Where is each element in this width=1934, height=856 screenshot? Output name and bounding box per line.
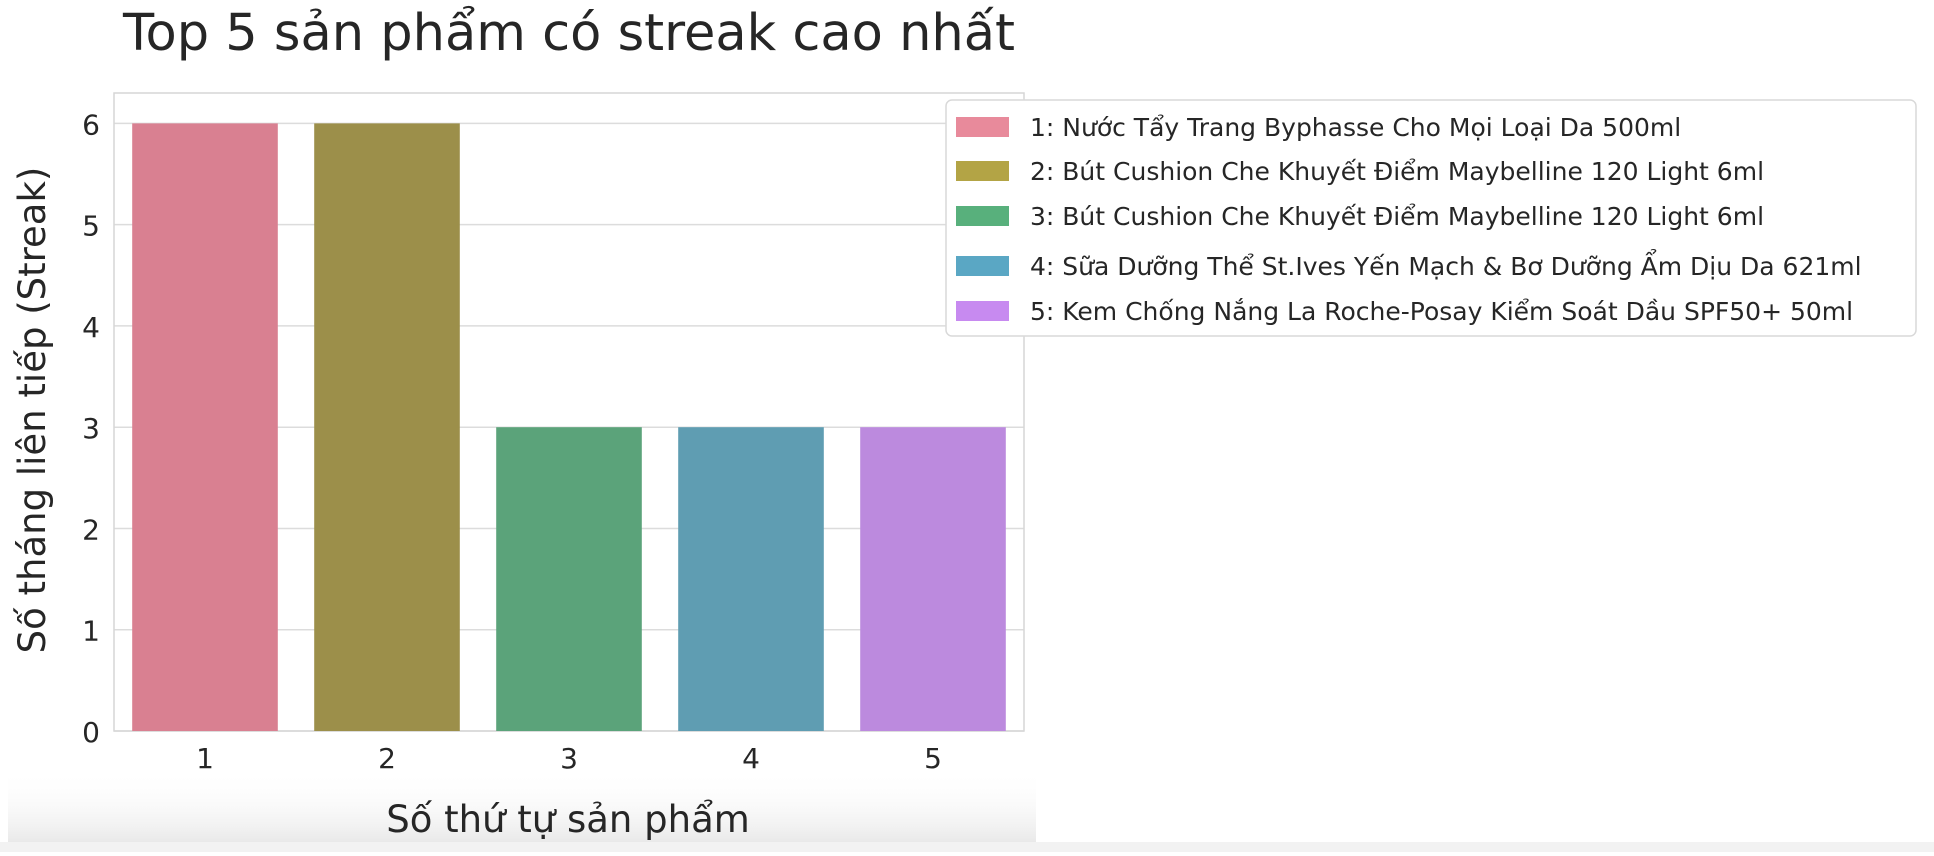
legend-swatch xyxy=(956,256,1009,276)
x-tick-label: 3 xyxy=(560,742,578,775)
y-tick-label: 1 xyxy=(82,615,100,648)
bar-5 xyxy=(860,427,1006,731)
bar-3 xyxy=(496,427,642,731)
legend-entry: 5: Kem Chống Nắng La Roche-Posay Kiểm So… xyxy=(1030,297,1853,326)
bar-2 xyxy=(314,123,460,731)
x-axis-label: Số thứ tự sản phẩm xyxy=(386,798,750,841)
bottom-strip xyxy=(0,842,1934,852)
x-tick-label: 5 xyxy=(924,742,942,775)
y-axis-label: Số tháng liên tiếp (Streak) xyxy=(11,167,54,654)
bottom-shade xyxy=(8,770,1036,842)
legend-entry: 1: Nước Tẩy Trang Byphasse Cho Mọi Loại … xyxy=(1030,113,1681,142)
chart-title: Top 5 sản phẩm có streak cao nhất xyxy=(122,4,1015,63)
x-tick-label: 1 xyxy=(196,742,214,775)
legend-entry: 4: Sữa Dưỡng Thể St.Ives Yến Mạch & Bơ D… xyxy=(1030,249,1862,281)
y-tick-label: 0 xyxy=(82,716,100,749)
x-tick-label: 2 xyxy=(378,742,396,775)
bar-1 xyxy=(132,123,278,731)
y-tick-label: 2 xyxy=(82,513,100,546)
bars xyxy=(132,123,1006,731)
legend-swatch xyxy=(956,206,1009,226)
x-tick-labels: 1 2 3 4 5 xyxy=(196,742,942,775)
y-tick-labels: 0 1 2 3 4 5 6 xyxy=(82,108,100,749)
x-tick-label: 4 xyxy=(742,742,760,775)
legend-entry: 3: Bút Cushion Che Khuyết Điểm Maybellin… xyxy=(1030,202,1764,231)
y-tick-label: 3 xyxy=(82,412,100,445)
legend-swatch xyxy=(956,301,1009,321)
legend: 1: Nước Tẩy Trang Byphasse Cho Mọi Loại … xyxy=(945,99,1917,337)
y-tick-label: 4 xyxy=(82,311,100,344)
legend-frame xyxy=(945,99,1917,337)
y-tick-label: 5 xyxy=(82,210,100,243)
y-tick-label: 6 xyxy=(82,108,100,141)
bar-4 xyxy=(678,427,824,731)
legend-entry: 2: Bút Cushion Che Khuyết Điểm Maybellin… xyxy=(1030,157,1764,186)
legend-swatch xyxy=(956,161,1009,181)
legend-swatch xyxy=(956,117,1009,137)
